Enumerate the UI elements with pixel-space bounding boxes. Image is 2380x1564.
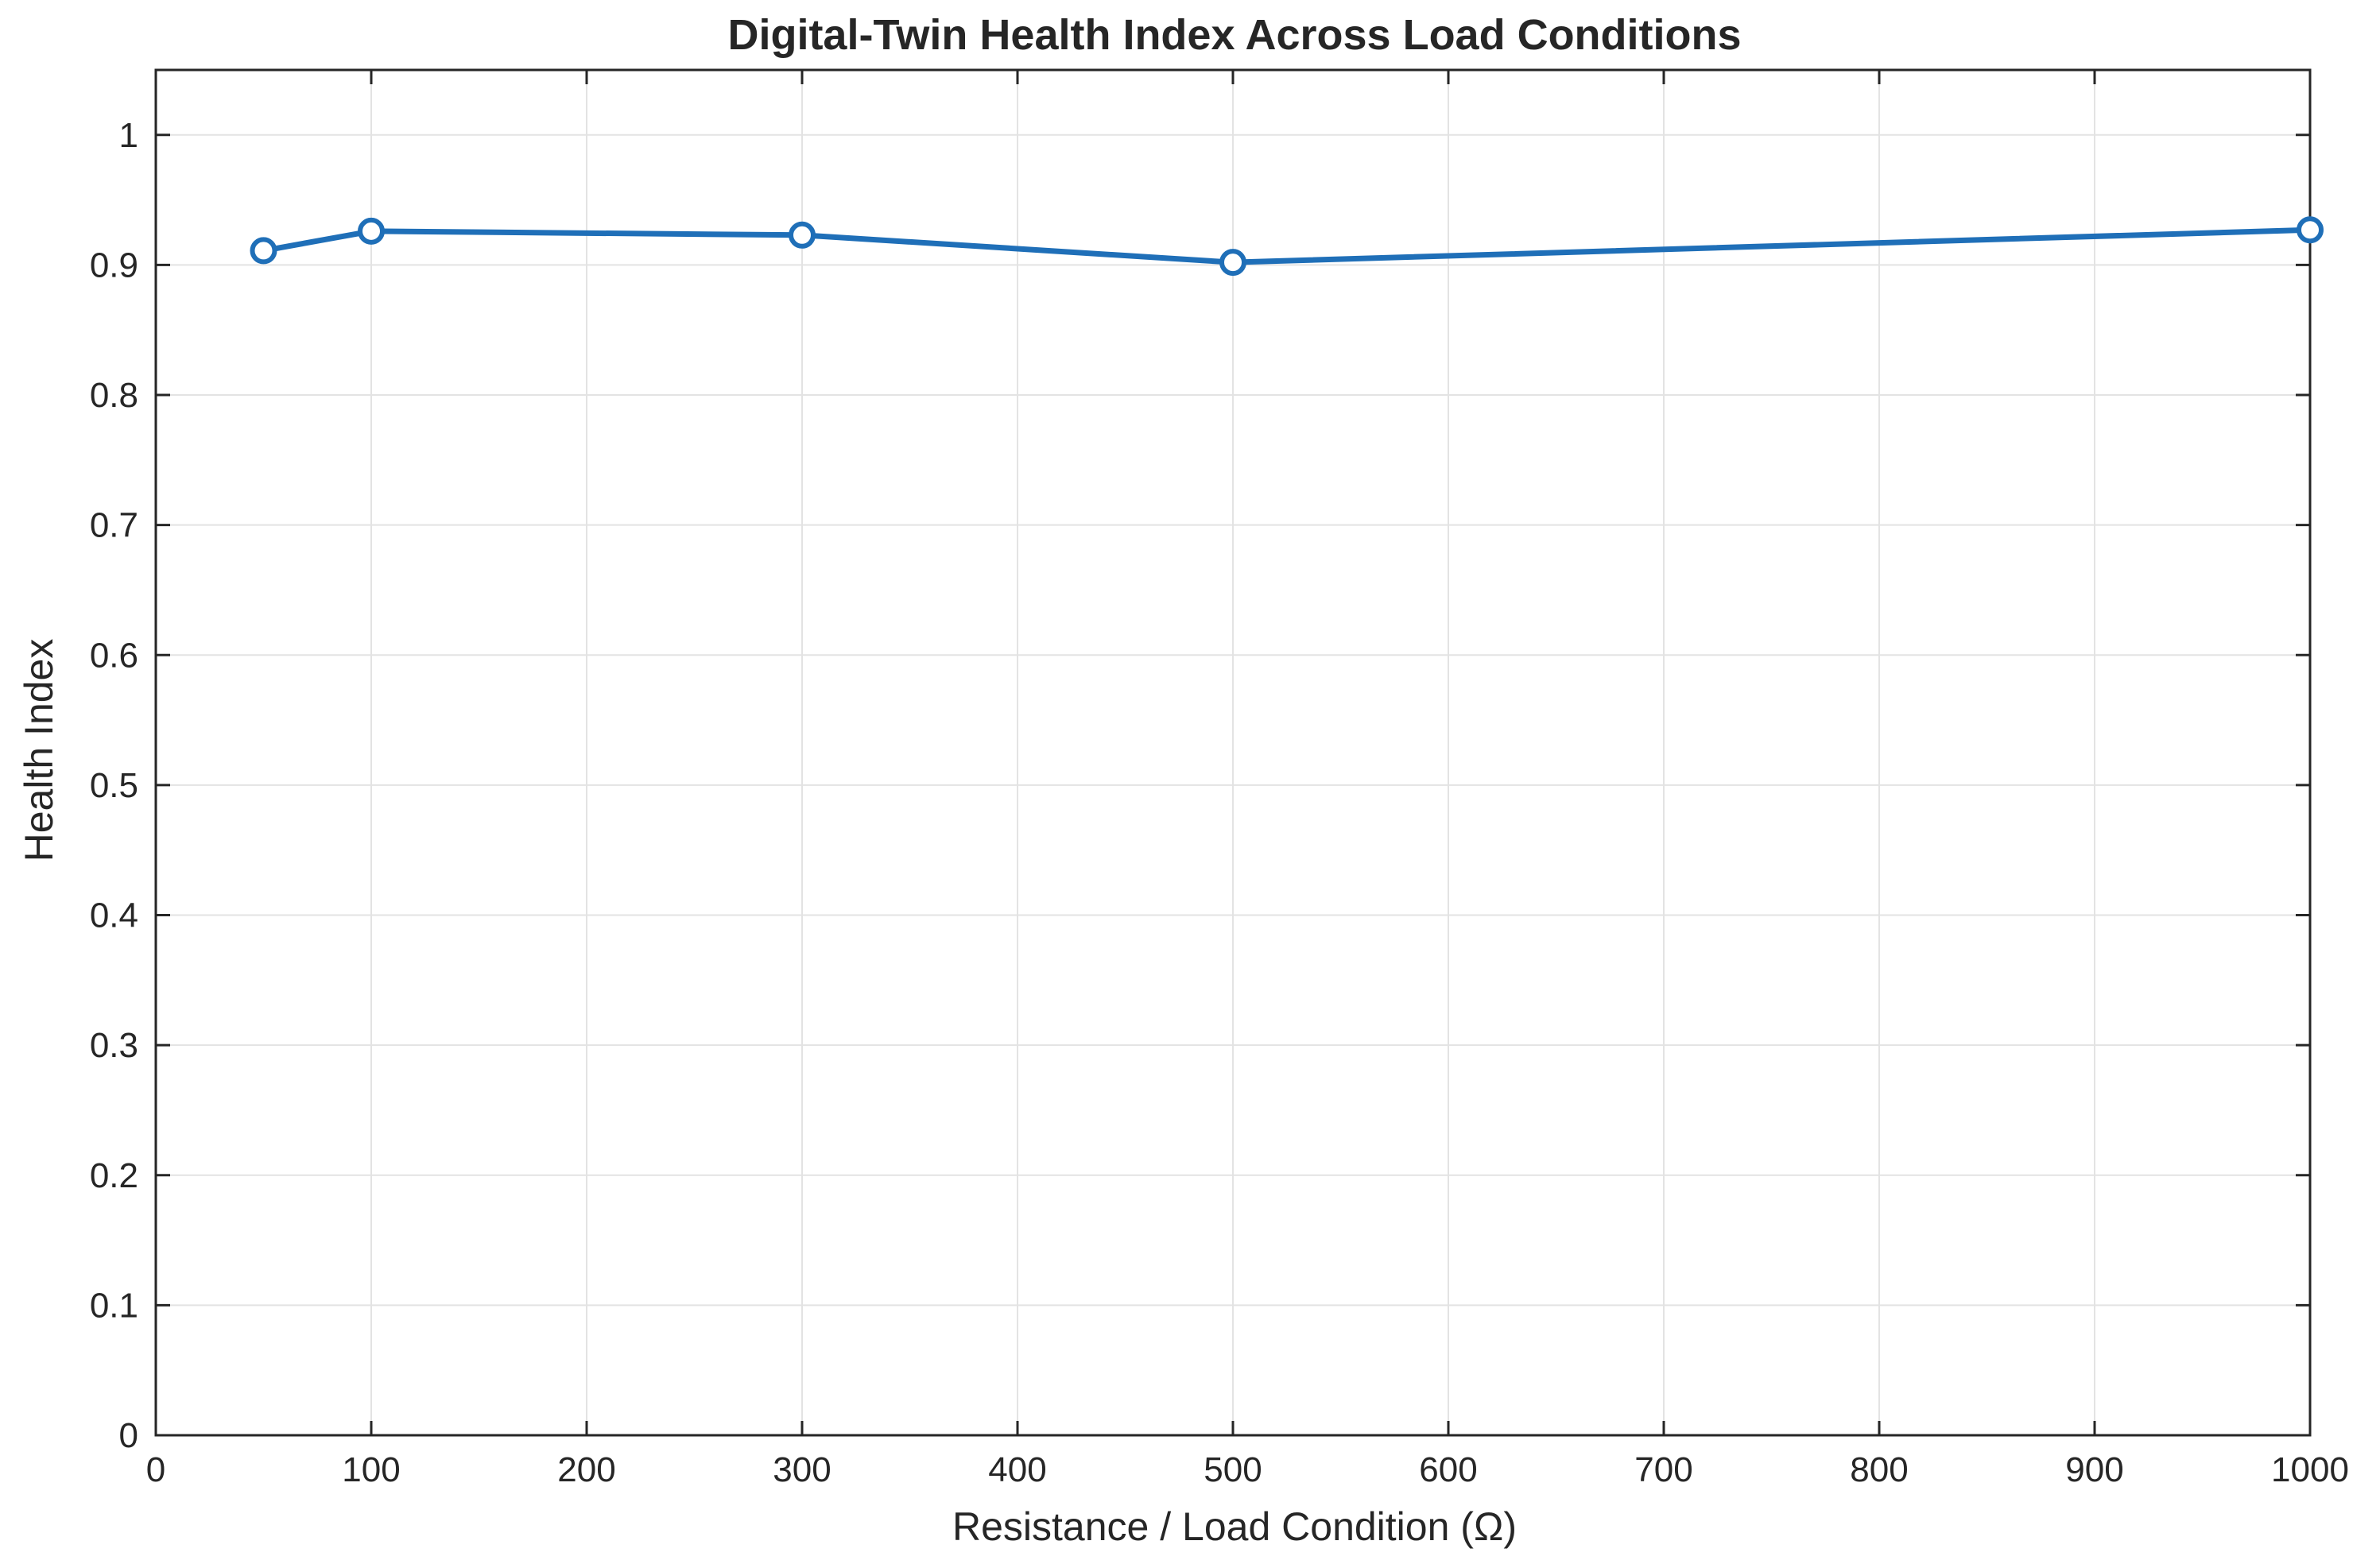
x-tick-label: 400 — [988, 1450, 1046, 1489]
data-point — [1219, 249, 1246, 277]
y-tick-label: 0.8 — [90, 376, 138, 415]
x-tick-label: 0 — [146, 1450, 165, 1489]
x-tick-label: 100 — [342, 1450, 400, 1489]
y-tick-label: 0.7 — [90, 506, 138, 545]
y-tick-label: 1 — [119, 116, 138, 155]
x-tick-label: 1000 — [2271, 1450, 2349, 1489]
data-point — [2297, 216, 2324, 244]
data-point — [358, 217, 385, 245]
data-point — [789, 221, 816, 249]
x-tick-label: 600 — [1419, 1450, 1477, 1489]
x-tick-label: 500 — [1204, 1450, 1262, 1489]
x-tick-label: 200 — [557, 1450, 615, 1489]
y-tick-label: 0.3 — [90, 1026, 138, 1065]
x-axis-label: Resistance / Load Condition (Ω) — [952, 1504, 1517, 1549]
x-tick-label: 700 — [1634, 1450, 1692, 1489]
y-tick-label: 0.9 — [90, 246, 138, 285]
x-tick-label: 900 — [2065, 1450, 2123, 1489]
y-tick-label: 0.5 — [90, 766, 138, 805]
y-tick-label: 0.4 — [90, 896, 138, 935]
chart-title: Digital-Twin Health Index Across Load Co… — [727, 11, 1741, 59]
x-tick-label: 300 — [773, 1450, 831, 1489]
x-tick-label: 800 — [1850, 1450, 1908, 1489]
y-tick-label: 0.2 — [90, 1156, 138, 1195]
y-tick-label: 0.1 — [90, 1286, 138, 1325]
y-axis-label: Health Index — [17, 639, 61, 862]
data-point — [250, 237, 277, 265]
tick-labels-layer: 0 100 200 300 400 500 600 700 800 900 1000 0 0.1 0.2 0… — [90, 116, 2349, 1489]
y-tick-label: 0.6 — [90, 636, 138, 675]
series-layer — [250, 216, 2324, 277]
y-tick-label: 0 — [119, 1416, 138, 1455]
plot-frame — [154, 68, 2312, 1437]
series-line — [262, 226, 2311, 265]
